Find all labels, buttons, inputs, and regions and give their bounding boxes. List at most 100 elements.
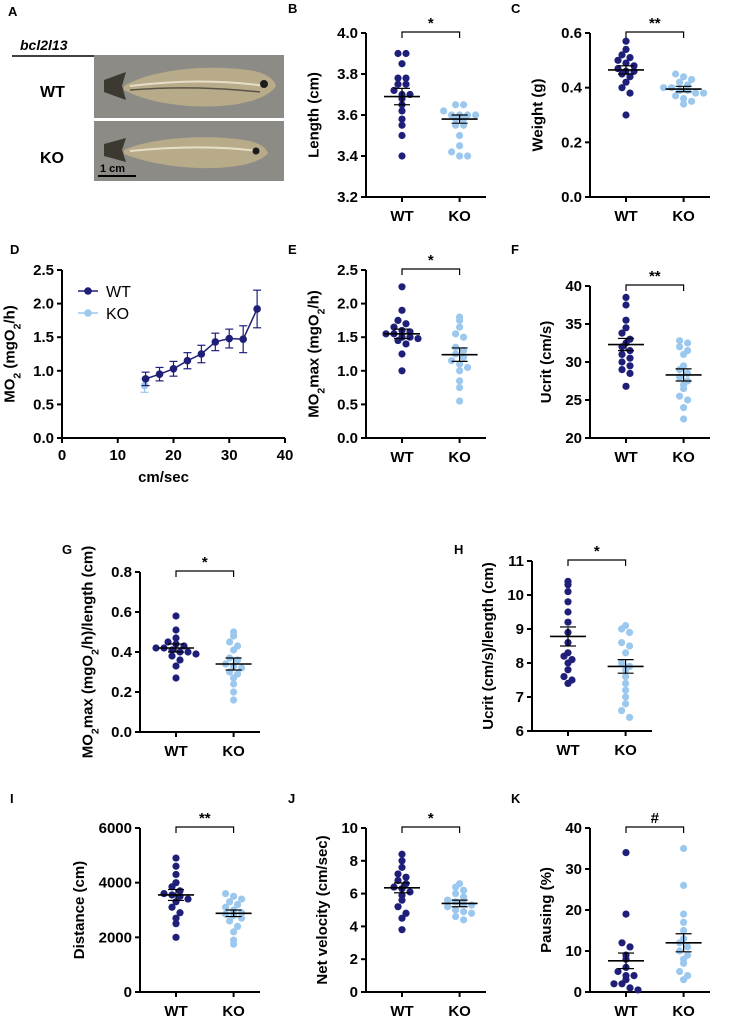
data-point-ko <box>622 679 630 688</box>
data-point-ko <box>444 903 452 911</box>
data-point-wt <box>614 967 622 976</box>
data-point-wt <box>402 320 410 328</box>
data-point-wt <box>622 316 630 324</box>
data-point-wt <box>168 883 176 891</box>
significance-bracket <box>625 826 685 833</box>
data-point-ko <box>672 70 680 78</box>
data-point-wt <box>414 334 422 343</box>
data-point-wt <box>390 883 398 891</box>
x-tick-label-wt: WT <box>164 1003 187 1020</box>
fish-photo-panel: A bcl2l13 WT KO 1 cm <box>0 0 310 190</box>
chart-g: G 0.0 0.2 0.4 0.6 0.8 MO2max (mgO2/h)/length (… <box>62 542 260 760</box>
data-point-ko <box>626 713 634 722</box>
y-tick-label: 20 <box>565 430 582 447</box>
data-point-ko <box>676 947 684 955</box>
data-point-ko <box>230 632 238 640</box>
data-point-ko <box>230 696 238 704</box>
data-point-ko <box>222 910 230 918</box>
y-tick-label: 4000 <box>99 875 132 892</box>
data-point-wt <box>564 581 572 589</box>
data-point-ko <box>464 363 472 372</box>
data-point-ko <box>618 639 626 647</box>
data-point-ko <box>452 101 460 109</box>
data-point-wt <box>622 910 630 918</box>
data-point-ko <box>680 95 688 103</box>
y-tick-label: 2.0 <box>33 296 54 313</box>
x-tick-label-wt: WT <box>614 208 637 225</box>
data-point-wt <box>626 943 634 951</box>
data-point-wt <box>172 612 180 620</box>
data-point-wt <box>394 80 402 88</box>
data-point-wt <box>398 896 406 904</box>
data-point-wt <box>172 920 180 928</box>
y-tick-label: 0 <box>574 984 582 1001</box>
y-tick-label: 3.6 <box>337 107 358 124</box>
data-point-wt <box>172 870 180 879</box>
data-point-ko <box>680 910 688 918</box>
data-point-ko <box>448 357 456 365</box>
y-tick-label: 4 <box>350 918 359 935</box>
y-tick-label: 10 <box>565 943 582 960</box>
data-point-wt <box>394 903 402 911</box>
data-point-wt <box>626 54 634 62</box>
data-point-wt <box>560 673 568 681</box>
y-tick-label: 0.0 <box>111 724 132 741</box>
y-tick-label: 6 <box>350 886 358 903</box>
data-point-wt <box>626 362 634 370</box>
data-point-wt <box>622 324 630 332</box>
chart-d: D 0.0 0.5 1.0 1.5 2.0 2.5 MO2 (mgO2/h) 0 10 20 30 40… <box>2 242 294 486</box>
significance-marker: ** <box>649 268 661 285</box>
data-point-wt <box>622 78 630 86</box>
y-tick-label: 4.0 <box>337 25 358 42</box>
data-point-ko <box>234 922 242 931</box>
data-point-ko <box>622 693 630 701</box>
y-tick-label: 0.6 <box>561 25 582 42</box>
data-point-wt <box>622 301 630 309</box>
data-point-wt <box>398 283 406 291</box>
data-point-wt <box>192 650 200 658</box>
data-point-wt <box>172 933 180 941</box>
y-tick-label: 40 <box>565 278 582 295</box>
data-point-wt <box>169 364 178 373</box>
y-tick-label: 8 <box>350 853 358 870</box>
y-tick-label: 11 <box>508 553 524 570</box>
data-point-ko <box>626 642 634 650</box>
y-tick-label: 3.2 <box>337 189 358 206</box>
data-point-ko <box>456 316 464 324</box>
y-tick-label: 2000 <box>99 929 132 946</box>
data-point-ko <box>668 84 676 92</box>
y-axis-label: Ucrit (cm/s) <box>538 321 555 404</box>
ko-fish-shape <box>104 137 268 169</box>
x-tick-label: 0 <box>58 447 66 464</box>
y-axis-label: Pausing (%) <box>538 867 555 953</box>
significance-bracket <box>175 570 235 577</box>
data-point-ko <box>456 323 464 331</box>
y-tick-label: 2.5 <box>337 262 358 279</box>
data-point-ko <box>230 940 238 948</box>
panel-letter-d: D <box>10 242 19 257</box>
y-tick-label: 1.5 <box>337 329 358 346</box>
legend-label-ko: KO <box>106 306 129 323</box>
y-tick-label: 1.0 <box>337 363 358 380</box>
fish-photo-svg: A bcl2l13 WT KO 1 cm <box>8 4 284 181</box>
y-tick-label: 0 <box>124 984 132 1001</box>
data-point-wt <box>622 111 630 119</box>
data-point-wt <box>618 366 626 374</box>
data-point-ko <box>680 350 688 358</box>
data-point-wt <box>176 909 184 917</box>
data-point-ko <box>460 886 468 894</box>
significance-bracket <box>567 559 627 566</box>
data-point-wt <box>394 870 402 878</box>
significance-marker: * <box>428 15 434 32</box>
data-point-wt <box>172 854 180 862</box>
data-point-wt <box>184 648 192 656</box>
data-point-wt <box>141 375 150 383</box>
chart-j: J 0 2 4 6 8 10 Net velocity (cm/sec) WT KO * <box>288 791 486 1020</box>
data-point-ko <box>676 78 684 86</box>
panel-letter-c: C <box>511 1 521 16</box>
data-point-ko <box>230 646 238 654</box>
data-point-ko <box>456 131 464 140</box>
y-tick-label: 6 <box>516 723 524 740</box>
data-point-wt <box>398 131 406 140</box>
data-point-wt <box>398 350 406 358</box>
